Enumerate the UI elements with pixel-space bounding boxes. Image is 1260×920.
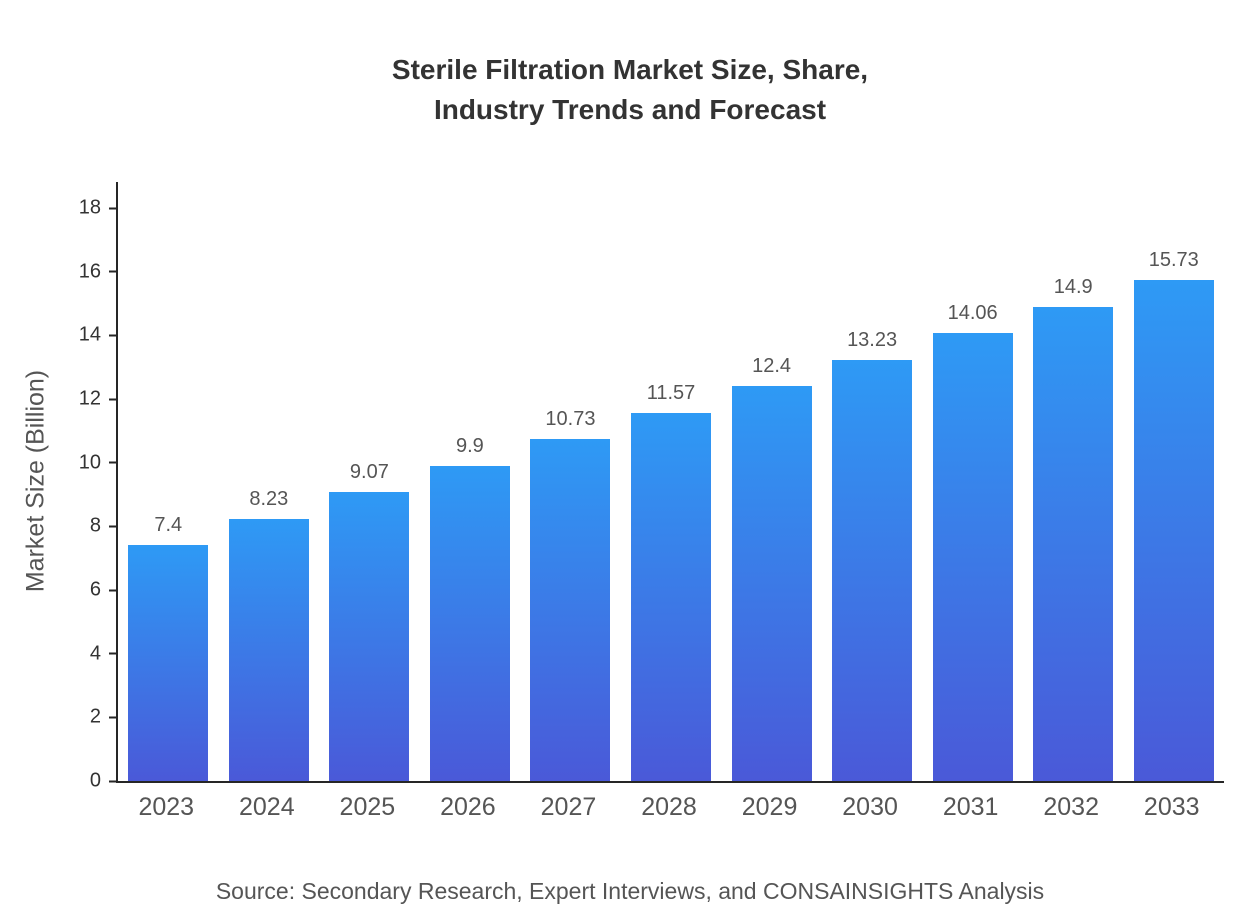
bar-value-label: 14.9 <box>1053 275 1093 298</box>
y-tick-2: 2 <box>90 706 118 729</box>
y-tick-14: 14 <box>79 324 118 347</box>
chart-title: Sterile Filtration Market Size, Share, I… <box>0 50 1260 130</box>
y-tick-16: 16 <box>79 260 118 283</box>
x-tick-label-2023: 2023 <box>138 793 195 821</box>
y-tick-10: 10 <box>79 451 118 474</box>
y-axis-title: Market Size (Billion) <box>21 369 50 593</box>
bar-slot-2025: 9.07 <box>319 182 420 781</box>
bar-2024 <box>228 519 309 781</box>
y-tick-4: 4 <box>90 642 118 665</box>
y-tick-label: 6 <box>89 578 101 601</box>
bar-2031 <box>932 333 1013 781</box>
bar-slot-2029: 12.4 <box>721 182 822 781</box>
y-tick-mark <box>109 461 118 464</box>
bar-value-label: 11.57 <box>646 381 696 404</box>
chart-title-line1: Sterile Filtration Market Size, Share, <box>391 54 869 85</box>
bar-value-label: 12.4 <box>752 355 792 378</box>
bar-slot-2033: 15.73 <box>1123 182 1224 781</box>
bar-value-label: 9.07 <box>349 461 389 484</box>
bar-slot-2031: 14.06 <box>922 182 1023 781</box>
bar-2023 <box>128 545 209 781</box>
bar-value-label: 8.23 <box>249 488 289 511</box>
y-tick-18: 18 <box>79 197 118 220</box>
x-tick-label-2024: 2024 <box>239 793 295 821</box>
y-tick-mark <box>109 716 118 719</box>
y-tick-label: 0 <box>89 769 101 792</box>
bar-2028 <box>631 412 711 781</box>
x-tick-label-2032: 2032 <box>1043 793 1099 821</box>
x-tick-label-2025: 2025 <box>339 793 396 821</box>
bar-slot-2032: 14.9 <box>1023 182 1124 781</box>
y-tick-mark <box>109 334 118 337</box>
y-tick-mark <box>109 652 118 655</box>
y-tick-mark <box>109 270 118 273</box>
bar-2033 <box>1133 280 1214 781</box>
bar-slot-2027: 10.73 <box>520 182 621 781</box>
x-tick-label-2031: 2031 <box>942 793 999 821</box>
bar-slot-2023: 7.4 <box>118 182 219 781</box>
y-tick-mark <box>109 525 118 528</box>
y-tick-mark <box>109 207 118 209</box>
bar-value-label: 13.23 <box>847 328 898 351</box>
bar-slot-2026: 9.9 <box>420 182 521 781</box>
x-tick-label-2026: 2026 <box>440 793 496 821</box>
bar-slot-2030: 13.23 <box>822 182 923 781</box>
bar-value-label: 15.73 <box>1148 249 1199 272</box>
y-tick-label: 14 <box>78 323 101 346</box>
source-note: Source: Secondary Research, Expert Inter… <box>215 878 1045 904</box>
bar-slot-2024: 8.23 <box>219 182 320 781</box>
bar-2025 <box>329 492 410 781</box>
y-tick-label: 10 <box>78 451 101 474</box>
chart-title-line2: Industry Trends and Forecast <box>433 94 827 125</box>
bar-value-label: 9.9 <box>456 434 484 457</box>
x-axis-labels: 2023 2024 2025 2026 2027 2028 2029 2030 2031 2032… <box>116 793 1222 822</box>
bar-2032 <box>1033 306 1114 781</box>
y-tick-8: 8 <box>90 515 118 538</box>
y-tick-label: 4 <box>89 642 101 665</box>
y-tick-label: 16 <box>78 260 101 283</box>
y-tick-label: 12 <box>78 387 101 410</box>
x-tick-label-2030: 2030 <box>842 793 898 821</box>
bar-2027 <box>530 439 611 781</box>
bar-value-label: 14.06 <box>947 302 998 325</box>
y-tick-mark <box>109 398 118 400</box>
bar-2030 <box>832 359 913 781</box>
y-tick-0: 0 <box>90 770 118 793</box>
y-tick-label: 8 <box>89 514 101 537</box>
bars-container: 7.4 8.23 9.07 9.9 10.73 11.57 12.4 13.23 14.06 14… <box>118 182 1224 781</box>
bar-2026 <box>429 465 510 781</box>
y-tick-12: 12 <box>79 388 118 411</box>
plot-area: 0 2 4 6 8 10 12 14 16 18 7.4 8.23 9.07 9.9 10.73 11.57… <box>79 182 1224 792</box>
bar-value-label: 7.4 <box>154 514 183 537</box>
x-tick-label-2028: 2028 <box>641 793 697 821</box>
bar-2029 <box>731 386 812 781</box>
y-tick-6: 6 <box>90 579 118 602</box>
x-tick-label-2029: 2029 <box>741 793 798 821</box>
y-tick-label: 2 <box>89 705 101 728</box>
x-tick-label-2027: 2027 <box>540 793 597 821</box>
x-tick-label-2033: 2033 <box>1143 793 1200 821</box>
bar-value-label: 10.73 <box>545 408 596 431</box>
y-tick-label: 18 <box>78 196 101 219</box>
y-tick-mark <box>109 589 118 591</box>
y-tick-mark <box>109 780 118 782</box>
bar-slot-2028: 11.57 <box>621 182 722 781</box>
